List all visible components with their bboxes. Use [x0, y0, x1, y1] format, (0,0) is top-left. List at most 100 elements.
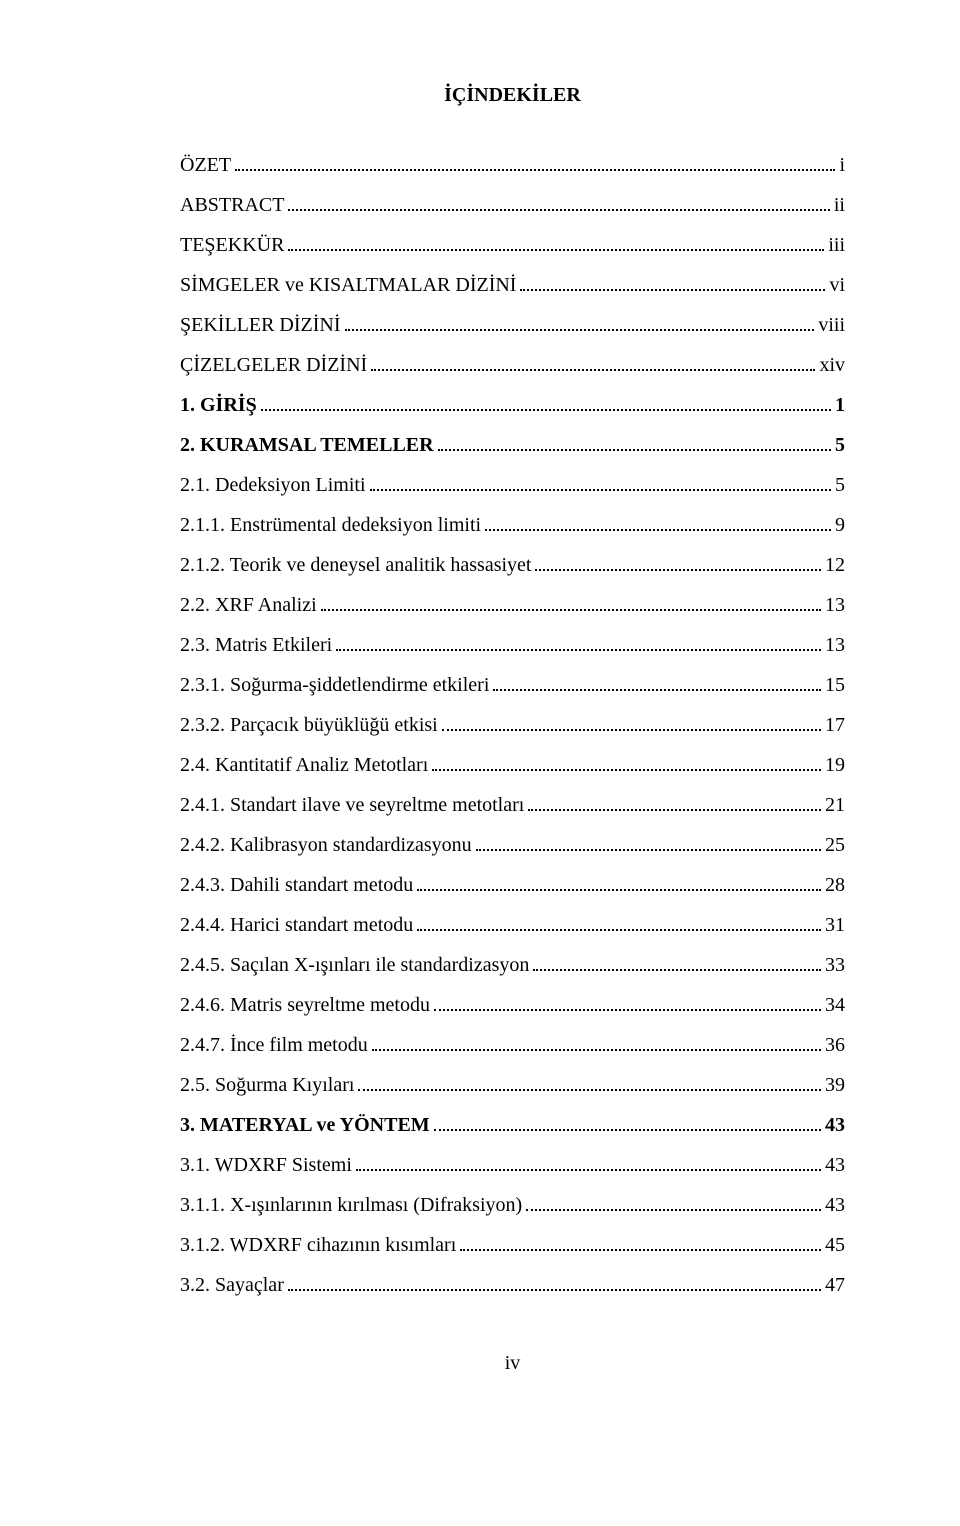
toc-entry-page: 25 — [825, 830, 845, 860]
toc-entry-page: 45 — [825, 1230, 845, 1260]
toc-entry-label: ÖZET — [180, 150, 231, 180]
toc-entry-page: 19 — [825, 750, 845, 780]
toc-entry: 2.2. XRF Analizi 13 — [180, 590, 845, 620]
toc-entry-label: 2.3.1. Soğurma-şiddetlendirme etkileri — [180, 670, 489, 700]
toc-entry-page: 9 — [835, 510, 845, 540]
toc-entry-page: 13 — [825, 590, 845, 620]
toc-entry: 3.1. WDXRF Sistemi 43 — [180, 1150, 845, 1180]
toc-leader-dots — [417, 889, 821, 891]
toc-entry-label: SİMGELER ve KISALTMALAR DİZİNİ — [180, 270, 516, 300]
toc-leader-dots — [535, 569, 821, 571]
toc-leader-dots — [526, 1209, 821, 1211]
toc-entry-page: 1 — [835, 390, 845, 420]
toc-entry-page: 12 — [825, 550, 845, 580]
toc-entry: 2.1.1. Enstrümental dedeksiyon limiti 9 — [180, 510, 845, 540]
toc-leader-dots — [432, 769, 821, 771]
toc-entry: 3.1.1. X-ışınlarının kırılması (Difraksi… — [180, 1190, 845, 1220]
toc-leader-dots — [434, 1129, 821, 1131]
toc-entry-page: 34 — [825, 990, 845, 1020]
toc-entry-page: 28 — [825, 870, 845, 900]
table-of-contents: ÖZET i ABSTRACTii TEŞEKKÜR iii SİMGELER ve KI… — [180, 150, 845, 1300]
toc-entry-label: 2.3. Matris Etkileri — [180, 630, 332, 660]
toc-leader-dots — [321, 609, 821, 611]
toc-leader-dots — [434, 1009, 821, 1011]
page-title: İÇİNDEKİLER — [180, 80, 845, 110]
toc-entry-page: 5 — [835, 430, 845, 460]
toc-entry-label: 2.1.1. Enstrümental dedeksiyon limiti — [180, 510, 481, 540]
toc-entry-label: 2.4.2. Kalibrasyon standardizasyonu — [180, 830, 472, 860]
toc-entry-label: 3.1. WDXRF Sistemi — [180, 1150, 352, 1180]
toc-entry: 2.4. Kantitatif Analiz Metotları 19 — [180, 750, 845, 780]
toc-entry: ŞEKİLLER DİZİNİviii — [180, 310, 845, 340]
toc-entry: 1. GİRİŞ 1 — [180, 390, 845, 420]
toc-leader-dots — [345, 329, 815, 331]
toc-entry: 3.2. Sayaçlar47 — [180, 1270, 845, 1300]
toc-entry: 2.3. Matris Etkileri 13 — [180, 630, 845, 660]
toc-leader-dots — [485, 529, 831, 531]
toc-entry-page: 13 — [825, 630, 845, 660]
toc-leader-dots — [442, 729, 821, 731]
toc-entry-label: 2. KURAMSAL TEMELLER — [180, 430, 434, 460]
toc-entry-page: 31 — [825, 910, 845, 940]
toc-entry-page: 47 — [825, 1270, 845, 1300]
toc-entry: ABSTRACTii — [180, 190, 845, 220]
toc-entry-label: 2.1.2. Teorik ve deneysel analitik hassa… — [180, 550, 531, 580]
toc-entry-page: iii — [828, 230, 845, 260]
toc-entry-page: 15 — [825, 670, 845, 700]
toc-leader-dots — [371, 369, 815, 371]
toc-leader-dots — [372, 1049, 821, 1051]
toc-leader-dots — [460, 1249, 821, 1251]
page-number: iv — [180, 1348, 845, 1378]
toc-entry-label: 2.5. Soğurma Kıyıları — [180, 1070, 354, 1100]
toc-entry-label: 3. MATERYAL ve YÖNTEM — [180, 1110, 430, 1140]
toc-entry: 2. KURAMSAL TEMELLER 5 — [180, 430, 845, 460]
toc-entry: 2.4.3. Dahili standart metodu28 — [180, 870, 845, 900]
toc-entry-page: i — [839, 150, 845, 180]
toc-entry-page: 43 — [825, 1190, 845, 1220]
toc-entry: 2.1. Dedeksiyon Limiti5 — [180, 470, 845, 500]
toc-entry: 2.1.2. Teorik ve deneysel analitik hassa… — [180, 550, 845, 580]
toc-entry-label: TEŞEKKÜR — [180, 230, 284, 260]
toc-leader-dots — [288, 209, 829, 211]
toc-entry: 2.3.1. Soğurma-şiddetlendirme etkileri 15 — [180, 670, 845, 700]
toc-entry: 2.4.5. Saçılan X-ışınları ile standardiz… — [180, 950, 845, 980]
toc-entry: SİMGELER ve KISALTMALAR DİZİNİ vi — [180, 270, 845, 300]
toc-leader-dots — [528, 809, 821, 811]
toc-entry: 2.4.4. Harici standart metodu 31 — [180, 910, 845, 940]
toc-leader-dots — [476, 849, 821, 851]
toc-leader-dots — [520, 289, 825, 291]
toc-leader-dots — [370, 489, 831, 491]
toc-leader-dots — [356, 1169, 821, 1171]
toc-leader-dots — [288, 1289, 821, 1291]
toc-leader-dots — [336, 649, 821, 651]
toc-entry-label: 2.4. Kantitatif Analiz Metotları — [180, 750, 428, 780]
toc-leader-dots — [288, 249, 824, 251]
toc-entry-page: 21 — [825, 790, 845, 820]
toc-entry: 2.4.2. Kalibrasyon standardizasyonu 25 — [180, 830, 845, 860]
toc-entry: 2.4.1. Standart ilave ve seyreltme metot… — [180, 790, 845, 820]
toc-entry-page: 43 — [825, 1110, 845, 1140]
toc-entry-page: xiv — [819, 350, 845, 380]
toc-entry: 2.4.6. Matris seyreltme metodu 34 — [180, 990, 845, 1020]
toc-entry: ÇİZELGELER DİZİNİxiv — [180, 350, 845, 380]
toc-entry: TEŞEKKÜR iii — [180, 230, 845, 260]
toc-entry-label: ŞEKİLLER DİZİNİ — [180, 310, 341, 340]
toc-entry-label: 2.4.6. Matris seyreltme metodu — [180, 990, 430, 1020]
toc-entry-label: 3.1.2. WDXRF cihazının kısımları — [180, 1230, 456, 1260]
toc-entry-page: 33 — [825, 950, 845, 980]
toc-leader-dots — [438, 449, 831, 451]
toc-entry-label: 2.4.4. Harici standart metodu — [180, 910, 413, 940]
toc-entry: 3.1.2. WDXRF cihazının kısımları 45 — [180, 1230, 845, 1260]
toc-entry-page: vi — [829, 270, 845, 300]
toc-entry-label: 2.2. XRF Analizi — [180, 590, 317, 620]
toc-entry-page: 43 — [825, 1150, 845, 1180]
toc-leader-dots — [493, 689, 821, 691]
toc-entry-label: 2.4.7. İnce film metodu — [180, 1030, 368, 1060]
toc-entry-label: 2.4.1. Standart ilave ve seyreltme metot… — [180, 790, 524, 820]
toc-entry-label: 1. GİRİŞ — [180, 390, 257, 420]
toc-entry-label: 2.3.2. Parçacık büyüklüğü etkisi — [180, 710, 438, 740]
toc-entry-page: 17 — [825, 710, 845, 740]
toc-entry: 2.4.7. İnce film metodu36 — [180, 1030, 845, 1060]
toc-leader-dots — [417, 929, 821, 931]
toc-leader-dots — [235, 169, 835, 171]
